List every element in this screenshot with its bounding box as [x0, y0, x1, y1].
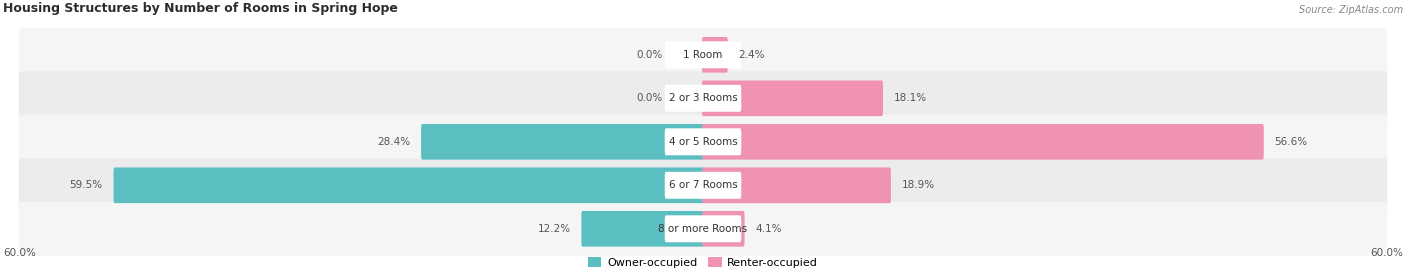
FancyBboxPatch shape — [665, 41, 741, 68]
FancyBboxPatch shape — [18, 158, 1388, 212]
Text: 2 or 3 Rooms: 2 or 3 Rooms — [669, 93, 737, 103]
Text: 56.6%: 56.6% — [1275, 137, 1308, 147]
FancyBboxPatch shape — [114, 168, 704, 203]
FancyBboxPatch shape — [702, 80, 883, 116]
Text: 18.1%: 18.1% — [894, 93, 927, 103]
Text: 28.4%: 28.4% — [377, 137, 411, 147]
Text: 12.2%: 12.2% — [537, 224, 571, 234]
FancyBboxPatch shape — [702, 211, 745, 247]
Text: 0.0%: 0.0% — [637, 50, 664, 60]
Legend: Owner-occupied, Renter-occupied: Owner-occupied, Renter-occupied — [588, 257, 818, 268]
Text: 4 or 5 Rooms: 4 or 5 Rooms — [669, 137, 737, 147]
Text: 18.9%: 18.9% — [901, 180, 935, 190]
Text: 8 or more Rooms: 8 or more Rooms — [658, 224, 748, 234]
FancyBboxPatch shape — [665, 215, 741, 242]
FancyBboxPatch shape — [702, 124, 1264, 160]
Text: 1 Room: 1 Room — [683, 50, 723, 60]
Text: 6 or 7 Rooms: 6 or 7 Rooms — [669, 180, 737, 190]
Text: 2.4%: 2.4% — [738, 50, 765, 60]
FancyBboxPatch shape — [18, 28, 1388, 82]
FancyBboxPatch shape — [702, 37, 728, 73]
Text: 60.0%: 60.0% — [3, 248, 35, 259]
FancyBboxPatch shape — [665, 128, 741, 155]
FancyBboxPatch shape — [581, 211, 704, 247]
FancyBboxPatch shape — [18, 202, 1388, 256]
FancyBboxPatch shape — [665, 85, 741, 112]
Text: 60.0%: 60.0% — [1371, 248, 1403, 259]
FancyBboxPatch shape — [702, 168, 891, 203]
FancyBboxPatch shape — [422, 124, 704, 160]
Text: 0.0%: 0.0% — [637, 93, 664, 103]
Text: 4.1%: 4.1% — [755, 224, 782, 234]
Text: 59.5%: 59.5% — [69, 180, 103, 190]
Text: Housing Structures by Number of Rooms in Spring Hope: Housing Structures by Number of Rooms in… — [3, 2, 398, 15]
FancyBboxPatch shape — [18, 115, 1388, 169]
FancyBboxPatch shape — [18, 71, 1388, 125]
FancyBboxPatch shape — [665, 172, 741, 199]
Text: Source: ZipAtlas.com: Source: ZipAtlas.com — [1299, 5, 1403, 15]
